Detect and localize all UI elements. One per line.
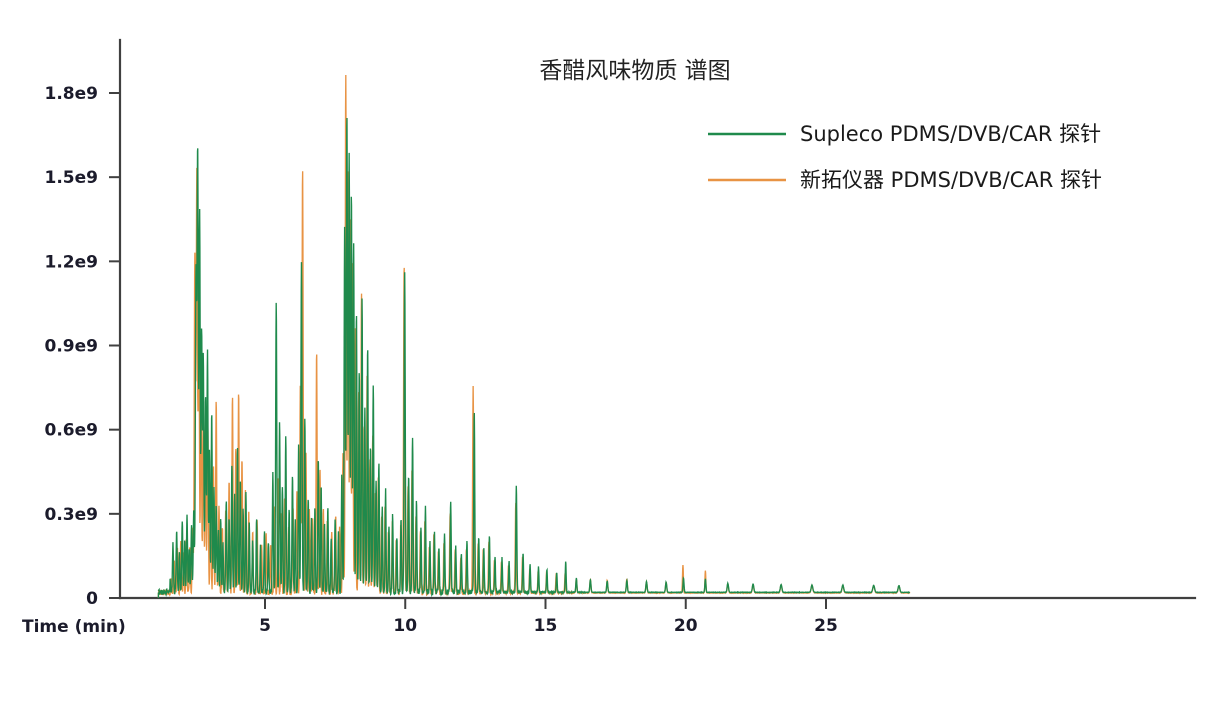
trace-xintuo xyxy=(157,75,911,597)
legend-item-label: 新拓仪器 PDMS/DVB/CAR 探针 xyxy=(800,168,1102,192)
y-axis-ticks: 0 0.3e9 0.6e9 0.9e9 1.2e9 1.5e9 1.8e9 xyxy=(45,84,120,609)
x-axis-title: Time (min) xyxy=(22,617,126,637)
x-tick-label: 20 xyxy=(674,616,698,636)
page-title: 香醋风味物质 谱图 xyxy=(539,58,730,84)
x-tick-label: 25 xyxy=(814,616,838,636)
y-tick-label: 1.8e9 xyxy=(45,84,98,104)
legend-item[interactable]: 新拓仪器 PDMS/DVB/CAR 探针 xyxy=(708,168,1102,192)
x-tick-label: 15 xyxy=(534,616,558,636)
trace-group xyxy=(157,75,911,598)
y-tick-label: 1.5e9 xyxy=(45,168,98,188)
axis-group: 0 0.3e9 0.6e9 0.9e9 1.2e9 1.5e9 1.8e9 5 10 15 20 2… xyxy=(45,38,1197,636)
legend-item-label: Supleco PDMS/DVB/CAR 探针 xyxy=(800,122,1101,146)
y-tick-label: 0 xyxy=(86,589,98,609)
x-axis-ticks: 5 10 15 20 25 xyxy=(259,598,838,636)
trace-supleco xyxy=(157,117,911,598)
y-tick-label: 0.6e9 xyxy=(45,421,98,441)
x-tick-label: 5 xyxy=(259,616,271,636)
y-tick-label: 1.2e9 xyxy=(45,252,98,272)
x-tick-label: 10 xyxy=(393,616,417,636)
y-tick-label: 0.9e9 xyxy=(45,337,98,357)
y-tick-label: 0.3e9 xyxy=(45,505,98,525)
legend-item[interactable]: Supleco PDMS/DVB/CAR 探针 xyxy=(708,122,1101,146)
